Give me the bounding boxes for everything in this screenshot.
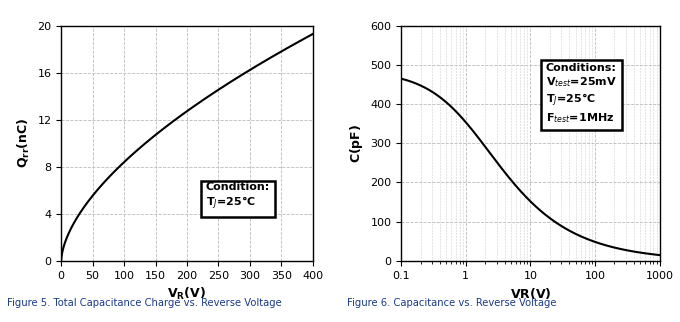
Y-axis label: $\mathbf{Q_{rr}(nC)}$: $\mathbf{Q_{rr}(nC)}$ <box>16 118 32 168</box>
Y-axis label: $\mathbf{C(pF)}$: $\mathbf{C(pF)}$ <box>347 124 364 163</box>
Text: Figure 6. Capacitance vs. Reverse Voltage: Figure 6. Capacitance vs. Reverse Voltag… <box>347 298 556 308</box>
Text: Figure 5. Total Capacitance Charge vs. Reverse Voltage: Figure 5. Total Capacitance Charge vs. R… <box>7 298 282 308</box>
Text: Conditions:
V$_{test}$=25mV
T$_J$=25°C
F$_{test}$=1MHz: Conditions: V$_{test}$=25mV T$_J$=25°C F… <box>546 63 617 125</box>
Text: Condition:
T$_J$=25°C: Condition: T$_J$=25°C <box>206 183 270 212</box>
X-axis label: $\mathbf{V_R(V)}$: $\mathbf{V_R(V)}$ <box>167 286 207 302</box>
X-axis label: $\mathbf{VR(V)}$: $\mathbf{VR(V)}$ <box>510 286 551 301</box>
